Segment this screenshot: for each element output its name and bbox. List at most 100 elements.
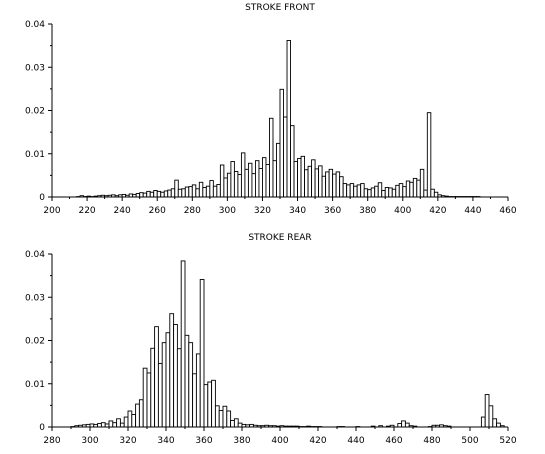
histogram-bar: [216, 184, 221, 198]
histogram-bar: [174, 179, 179, 198]
histogram-bar: [146, 372, 152, 428]
histogram-bar: [265, 164, 270, 198]
histogram-bar: [272, 160, 277, 198]
histogram-bar: [416, 179, 421, 198]
histogram-bar: [150, 347, 156, 428]
y-tick-label: 0.03: [25, 63, 45, 73]
histogram-bar: [173, 324, 178, 428]
y-tick-label: 0.01: [25, 150, 45, 160]
histogram-bar: [395, 184, 400, 198]
histogram-bar: [307, 165, 313, 198]
histogram-bar: [332, 173, 337, 198]
x-tick-label: 320: [119, 436, 136, 446]
x-tick-label: 480: [423, 436, 440, 446]
x-tick-label: 440: [347, 436, 364, 446]
histogram-bar: [293, 161, 298, 198]
histogram-bar: [218, 410, 224, 428]
stroke-rear-chart: STROKE REAR 280 300 320 340 360 380 400 420 440 4…: [25, 233, 517, 446]
histogram-bar: [219, 164, 225, 198]
histogram-bar: [484, 394, 490, 428]
histogram-bar: [388, 187, 393, 198]
histogram-bar: [223, 177, 228, 198]
histogram-bar: [230, 161, 235, 198]
histogram-bar: [135, 403, 140, 428]
histogram-bar: [205, 185, 211, 198]
histogram-bar: [360, 183, 365, 198]
histogram-bar: [300, 155, 306, 198]
histogram-bar: [230, 420, 235, 428]
histogram-bar: [191, 184, 197, 198]
stroke-front-chart: STROKE FRONT 200 220 240 260 280 300 320 340 360…: [25, 3, 517, 216]
histogram-bar: [318, 165, 323, 198]
histogram-bar: [170, 188, 176, 198]
histogram-bar: [100, 422, 106, 428]
chart-title: STROKE REAR: [248, 233, 311, 243]
histogram-bar: [290, 125, 295, 198]
histogram-bar: [135, 193, 141, 198]
x-tick-label: 400: [271, 436, 288, 446]
x-tick-label: 400: [394, 206, 411, 216]
histogram-bar: [188, 186, 193, 198]
histogram-bar: [314, 168, 320, 198]
histogram-bar: [97, 423, 102, 428]
histogram-bar: [180, 260, 186, 428]
histogram-bar: [177, 188, 183, 198]
histogram-bar: [342, 183, 348, 198]
x-tick-label: 380: [359, 206, 376, 216]
histogram-bar: [108, 420, 114, 428]
x-tick-label: 220: [78, 206, 95, 216]
histogram-bar: [203, 384, 209, 428]
x-tick-label: 240: [114, 206, 131, 216]
histogram-bar: [254, 160, 260, 198]
histogram-bar: [212, 185, 218, 198]
histogram-bar: [419, 168, 425, 198]
histogram-bar: [279, 88, 284, 198]
histogram-bar: [367, 189, 372, 198]
histogram-bar: [384, 187, 390, 198]
histogram-bar: [377, 182, 383, 198]
histogram-bar: [269, 117, 274, 198]
bars: [76, 39, 481, 198]
histogram-bar: [127, 410, 133, 428]
x-tick-label: 460: [499, 206, 516, 216]
x-tick-label: 200: [43, 206, 60, 216]
axes: 280 300 320 340 360 380 400 420 440 460 480 500 520 0…: [25, 250, 517, 446]
histogram-bar: [363, 188, 369, 198]
histogram-bar: [233, 418, 239, 428]
histogram-bar: [146, 190, 151, 198]
histogram-bar: [247, 162, 253, 198]
histogram-bar: [149, 191, 155, 198]
histogram-bar: [356, 184, 362, 198]
x-tick-label: 280: [184, 206, 201, 216]
y-tick-label: 0.04: [25, 20, 45, 30]
x-tick-label: 420: [309, 436, 326, 446]
histogram-bar: [188, 342, 194, 428]
histogram-bar: [325, 171, 330, 198]
histogram-bar: [192, 373, 197, 428]
histogram-bar: [154, 326, 159, 428]
y-tick-label: 0: [39, 193, 45, 203]
histogram-bar: [496, 422, 501, 428]
histogram-bar: [353, 185, 358, 198]
histogram-bar: [116, 418, 121, 428]
histogram-bar: [433, 191, 439, 198]
histogram-bar: [480, 416, 486, 428]
histogram-bar: [258, 167, 263, 198]
histogram-bar: [198, 181, 204, 198]
x-tick-label: 420: [429, 206, 446, 216]
x-tick-label: 320: [254, 206, 271, 216]
histogram-bar: [207, 381, 213, 428]
y-tick-label: 0.01: [25, 380, 45, 390]
histogram-bar: [202, 187, 207, 198]
histogram-bar: [131, 414, 137, 428]
histogram-bar: [426, 112, 432, 198]
histogram-bar: [153, 190, 158, 198]
histogram-bar: [119, 422, 125, 428]
histogram-bar: [167, 189, 172, 198]
y-tick-label: 0: [39, 423, 45, 433]
histogram-bar: [283, 116, 288, 198]
histogram-bar: [404, 422, 410, 428]
x-tick-label: 380: [233, 436, 250, 446]
histogram-bar: [423, 189, 428, 198]
histogram-bar: [138, 399, 144, 428]
